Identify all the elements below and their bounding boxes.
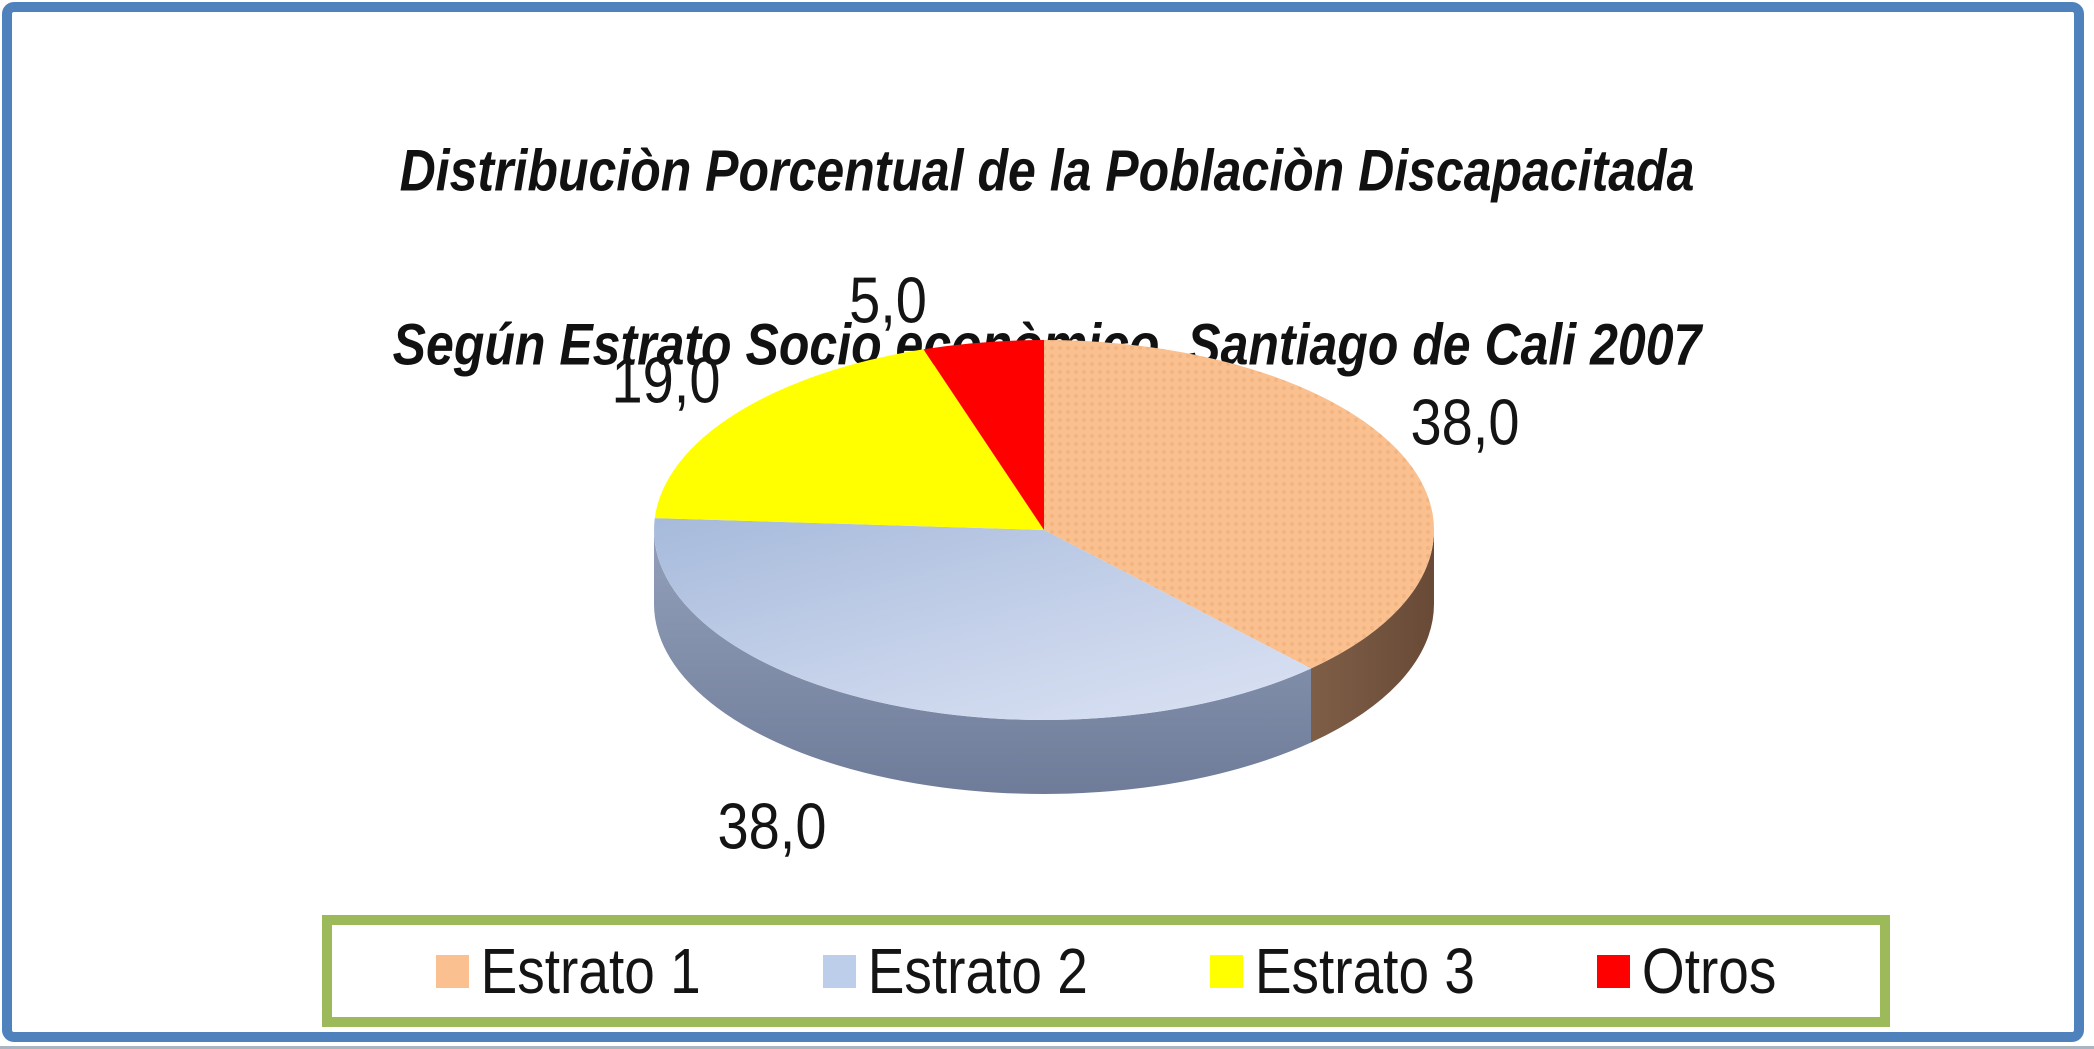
pie-slice-otros xyxy=(923,340,1044,530)
data-label-estrato-3: 19,0 xyxy=(611,343,721,417)
legend-label-estrato-1: Estrato 1 xyxy=(480,935,701,1007)
legend-swatch-estrato-1 xyxy=(435,954,469,988)
legend-swatch-estrato-2 xyxy=(822,954,856,988)
legend-item-otros: Otros xyxy=(1596,935,1776,1007)
pie-slice-estrato-3 xyxy=(654,349,1044,530)
pie-slice-estrato-2 xyxy=(654,518,1311,720)
legend-item-estrato-1: Estrato 1 xyxy=(435,935,701,1007)
legend-label-otros: Otros xyxy=(1641,935,1777,1007)
pie-side-estrato-2 xyxy=(654,530,1311,795)
legend-swatch-otros xyxy=(1596,954,1630,988)
data-label-estrato-2: 38,0 xyxy=(717,789,827,863)
legend-item-estrato-3: Estrato 3 xyxy=(1209,935,1475,1007)
legend: Estrato 1 Estrato 2 Estrato 3 Otros xyxy=(322,915,1890,1027)
pie-top-faces xyxy=(654,339,1435,720)
data-label-estrato-1: 38,0 xyxy=(1410,385,1520,459)
data-label-otros: 5,0 xyxy=(849,263,927,337)
legend-swatch-estrato-3 xyxy=(1209,954,1243,988)
chart-title: Distribuciòn Porcentual de la Poblaciòn … xyxy=(0,26,2094,490)
legend-item-estrato-2: Estrato 2 xyxy=(822,935,1088,1007)
pie-slice-estrato-1-texture xyxy=(1044,339,1435,669)
legend-label-estrato-2: Estrato 2 xyxy=(867,935,1088,1007)
legend-label-estrato-3: Estrato 3 xyxy=(1254,935,1475,1007)
pie-3d-sides xyxy=(654,530,1435,795)
pie-side-estrato-1 xyxy=(1311,530,1435,743)
chart-title-line-1: Distribuciòn Porcentual de la Poblaciòn … xyxy=(399,138,1695,204)
screen-bottom-edge-line xyxy=(0,1046,2094,1049)
